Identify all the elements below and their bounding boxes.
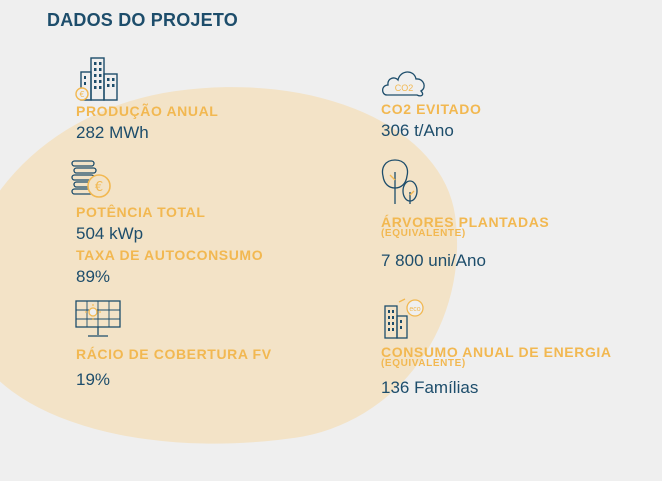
consumo-energia-value: 136 Famílias <box>381 378 479 397</box>
section-title: DADOS DO PROJETO <box>47 10 238 30</box>
solar-panel-icon <box>75 300 121 337</box>
arvores-plantadas-sublabel: (EQUIVALENTE) <box>381 228 466 239</box>
arvores-plantadas-label: ÁRVORES PLANTADAS <box>381 214 550 230</box>
co2-evitado-value: 306 t/Ano <box>381 121 454 140</box>
arvores-plantadas-value: 7 800 uni/Ano <box>381 251 486 270</box>
racio-cobertura-item: RÁCIO DE COBERTURA FV 19% <box>76 346 272 390</box>
producao-anual-label: PRODUÇÃO ANUAL <box>76 103 219 119</box>
consumo-energia-sublabel: (EQUIVALENTE) <box>381 358 466 369</box>
building-euro-icon: € <box>75 57 118 101</box>
producao-anual-value: 282 MWh <box>76 123 149 142</box>
co2-evitado-item: CO2 EVITADO 306 t/Ano <box>381 101 481 141</box>
potencia-total-value: 504 kWp <box>76 224 144 243</box>
racio-cobertura-label: RÁCIO DE COBERTURA FV <box>76 346 272 362</box>
arvores-plantadas-item: ÁRVORES PLANTADAS (EQUIVALENTE) 7 800 un… <box>381 214 549 271</box>
svg-text:CO2: CO2 <box>395 83 414 93</box>
eco-building-icon: eco <box>384 298 424 339</box>
producao-anual-item: PRODUÇÃO ANUAL 282 MWh <box>76 103 218 143</box>
taxa-autoconsumo-item: TAXA DE AUTOCONSUMO 89% <box>76 247 263 287</box>
svg-text:€: € <box>79 90 84 99</box>
svg-text:eco: eco <box>409 306 420 313</box>
trees-icon <box>381 159 418 204</box>
coins-euro-icon: € <box>71 160 111 198</box>
potencia-total-item: POTÊNCIA TOTAL 504 kWp <box>76 204 205 244</box>
co2-evitado-label: CO2 EVITADO <box>381 101 482 117</box>
taxa-autoconsumo-value: 89% <box>76 267 111 286</box>
potencia-total-label: POTÊNCIA TOTAL <box>76 204 206 220</box>
svg-text:€: € <box>95 180 103 195</box>
taxa-autoconsumo-label: TAXA DE AUTOCONSUMO <box>76 247 264 263</box>
racio-cobertura-value: 19% <box>76 370 111 389</box>
consumo-energia-label: CONSUMO ANUAL DE ENERGIA <box>381 344 612 360</box>
consumo-energia-item: CONSUMO ANUAL DE ENERGIA (EQUIVALENTE) 1… <box>381 344 612 398</box>
co2-cloud-icon: CO2 <box>381 71 425 97</box>
